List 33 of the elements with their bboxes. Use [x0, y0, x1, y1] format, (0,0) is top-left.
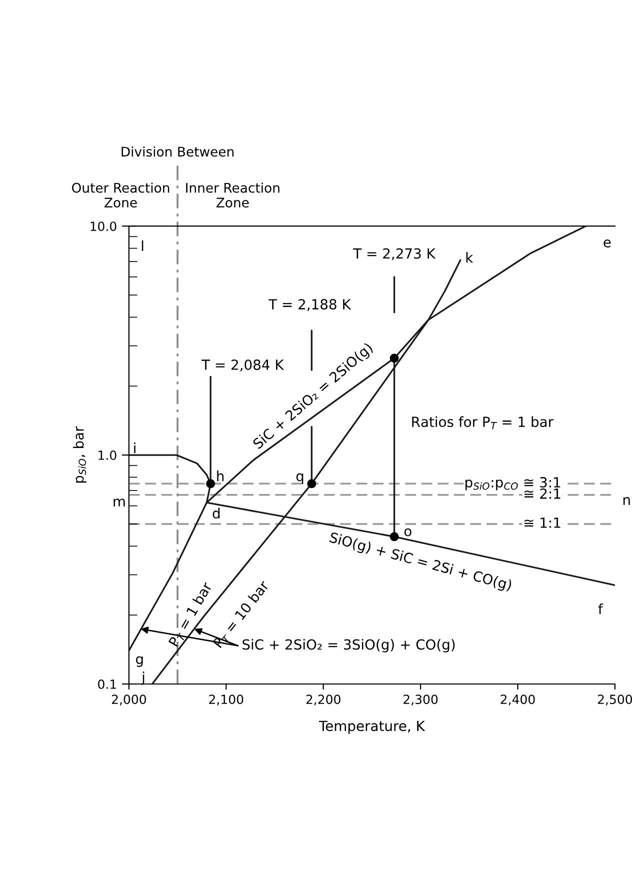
x-tick-label: 2,500: [598, 694, 632, 706]
x-tick-label: 2,000: [112, 694, 146, 706]
annotation: T = 2,273 K: [353, 248, 436, 260]
annotation: l: [142, 240, 144, 251]
text: m: [114, 498, 125, 506]
annotation: SiC + 2SiO₂ = 3SiO(g) + CO(g): [242, 638, 455, 652]
ref-line-label: ≅ 2:1: [524, 488, 560, 499]
text: Outer Reaction Zone: [72, 182, 170, 208]
annotation: k: [466, 252, 474, 263]
y-axis-title: p$_{SiO}$, bar: [73, 426, 86, 483]
ref-line-label: ≅ 1:1: [524, 518, 560, 528]
y-tick-label: 0.1: [98, 679, 116, 689]
annotation: f: [598, 604, 604, 614]
x-tick-label: 2,300: [404, 694, 438, 706]
annotation: d: [212, 508, 220, 519]
annotation: e: [604, 240, 611, 248]
y-tick-label: 1.0: [98, 450, 116, 460]
annotation: T = 2,188 K: [268, 299, 352, 311]
y-tick-label: 10.0: [90, 222, 116, 232]
text: n: [623, 497, 630, 505]
annotation: i: [134, 442, 136, 454]
text: Inner Reaction Zone: [186, 182, 280, 208]
annotation: g: [136, 656, 143, 667]
x-tick-label: 2,100: [209, 694, 244, 706]
annotation: T = 2,084 K: [201, 359, 284, 372]
annotation: q: [296, 473, 304, 484]
x-tick-label: 2,400: [500, 694, 535, 706]
text: Division Between: [122, 146, 234, 157]
annotation: Ratios for P$_{T}$ = 1 bar: [412, 416, 554, 430]
x-tick-label: 2,200: [306, 694, 340, 706]
x-axis-title: Temperature, K: [318, 720, 426, 734]
annotation: o: [404, 528, 412, 536]
annotation: h: [217, 470, 224, 482]
